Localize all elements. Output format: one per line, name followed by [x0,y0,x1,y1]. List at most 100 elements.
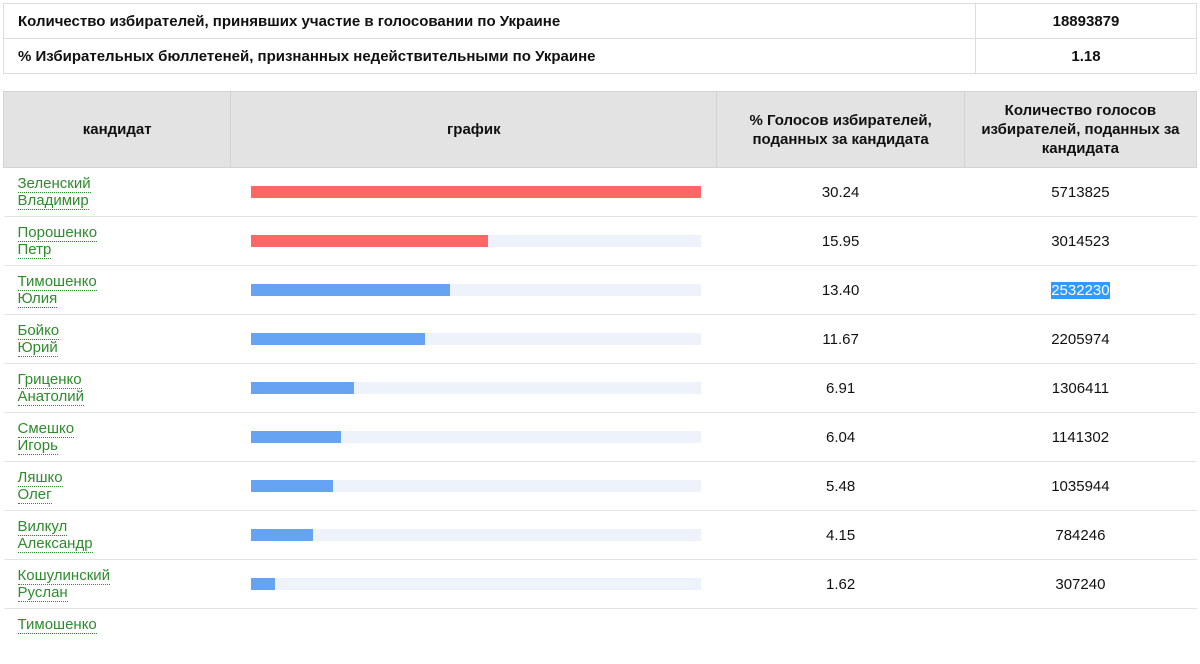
candidate-cell: Тимошенко [4,609,231,664]
header-graph: график [231,92,717,168]
vote-bar [251,333,425,345]
votes-value: 307240 [1055,576,1105,593]
graph-cell [231,364,717,413]
summary-row-invalid: % Избирательных бюллетеней, признанных н… [4,39,1197,74]
percent-cell: 6.04 [717,413,964,462]
votes-cell: 784246 [964,511,1196,560]
vote-bar [251,284,450,296]
candidate-first-name: Игорь [18,437,58,455]
vote-bar-track [251,431,701,443]
candidate-first-name: Петр [18,241,52,259]
vote-bar-track [251,382,701,394]
vote-bar-track [251,186,701,198]
votes-value: 784246 [1055,527,1105,544]
percent-cell: 30.24 [717,168,964,217]
votes-value: 2532230 [1051,282,1109,299]
candidate-surname: Зеленский [18,175,91,193]
votes-cell: 3014523 [964,217,1196,266]
percent-cell: 4.15 [717,511,964,560]
candidate-first-name: Олег [18,486,52,504]
percent-cell: 1.62 [717,560,964,609]
candidate-surname: Смешко [18,420,75,438]
graph-cell [231,315,717,364]
graph-cell [231,266,717,315]
candidate-surname: Гриценко [18,371,82,389]
voters-label: Количество избирателей, принявших участи… [4,4,976,39]
candidate-first-name: Юрий [18,339,58,357]
percent-cell: 6.91 [717,364,964,413]
vote-bar-track [251,235,701,247]
header-count: Количество голосов избирателей, поданных… [964,92,1196,168]
candidate-link[interactable]: Тимошенко [18,616,97,633]
candidate-first-name: Александр [18,535,93,553]
votes-value: 1141302 [1052,429,1109,446]
summary-table: Количество избирателей, принявших участи… [3,3,1197,74]
header-percent: % Голосов избирателей, поданных за канди… [717,92,964,168]
vote-bar [251,578,275,590]
results-header-row: кандидат график % Голосов избирателей, п… [4,92,1197,168]
vote-bar [251,186,701,198]
vote-bar [251,382,354,394]
candidate-surname: Ляшко [18,469,63,487]
graph-cell [231,413,717,462]
votes-cell: 1141302 [964,413,1196,462]
candidate-first-name: Руслан [18,584,68,602]
vote-bar [251,235,488,247]
candidate-first-name: Анатолий [18,388,85,406]
voters-value: 18893879 [976,4,1197,39]
header-candidate: кандидат [4,92,231,168]
votes-value: 3014523 [1051,233,1109,250]
graph-cell [231,217,717,266]
graph-cell [231,462,717,511]
candidate-first-name: Владимир [18,192,89,210]
candidate-surname: Бойко [18,322,60,340]
votes-value: 1035944 [1051,478,1109,495]
candidate-surname: Порошенко [18,224,98,242]
votes-value: 1306411 [1052,380,1109,397]
votes-cell: 2532230 [964,266,1196,315]
graph-cell [231,511,717,560]
vote-bar [251,529,313,541]
votes-cell [964,609,1196,664]
vote-bar-track [251,333,701,345]
candidate-surname: Вилкул [18,518,68,536]
votes-cell: 1035944 [964,462,1196,511]
vote-bar-track [251,480,701,492]
vote-bar [251,431,341,443]
votes-value: 5713825 [1051,184,1109,201]
invalid-ballots-value: 1.18 [976,39,1197,74]
graph-cell [231,560,717,609]
graph-cell [231,168,717,217]
votes-cell: 1306411 [964,364,1196,413]
votes-cell: 2205974 [964,315,1196,364]
percent-cell: 11.67 [717,315,964,364]
candidate-surname: Тимошенко [18,616,97,634]
